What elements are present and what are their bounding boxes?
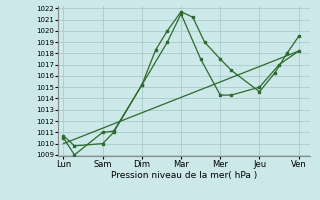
X-axis label: Pression niveau de la mer( hPa ): Pression niveau de la mer( hPa ): [111, 171, 257, 180]
